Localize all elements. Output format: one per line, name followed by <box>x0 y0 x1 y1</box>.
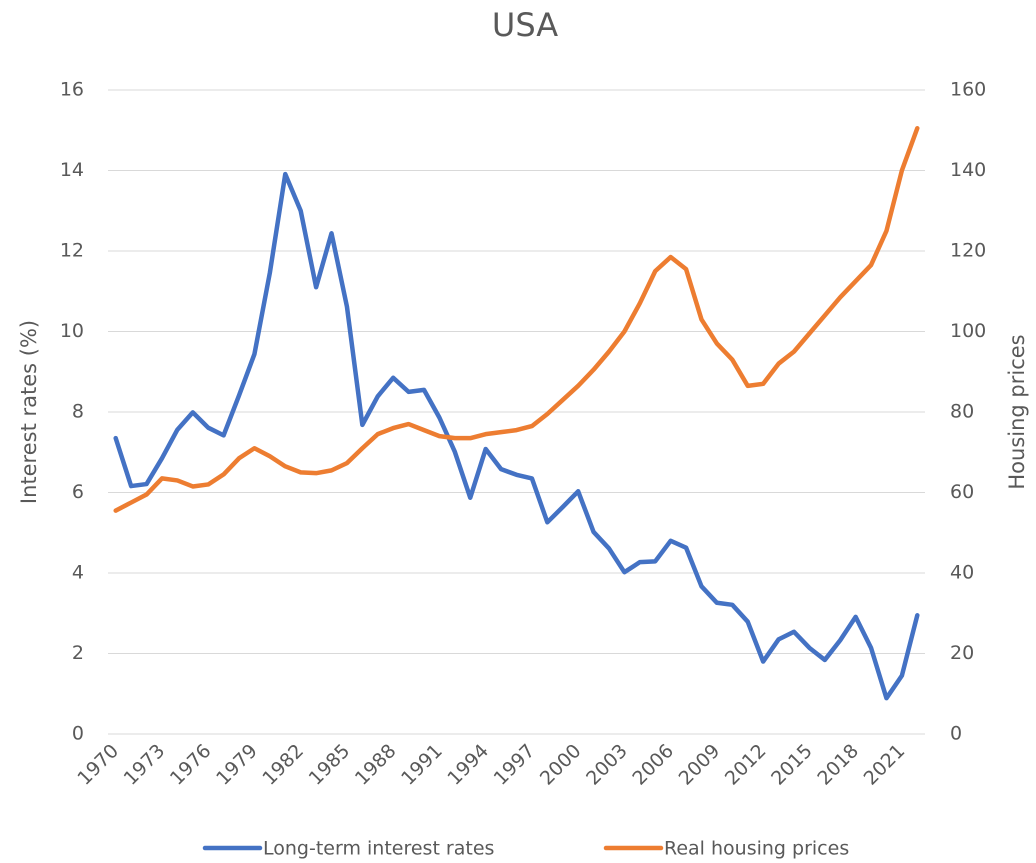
legend-label: Real housing prices <box>664 838 849 860</box>
y2-tick-label: 40 <box>950 562 974 584</box>
y-tick-label: 2 <box>72 642 84 664</box>
x-tick-label: 2012 <box>721 740 771 790</box>
x-tick-label: 1988 <box>351 740 401 790</box>
x-tick-label: 1991 <box>397 740 447 790</box>
legend-label: Long-term interest rates <box>263 838 494 860</box>
x-tick-label: 1982 <box>258 740 308 790</box>
x-tick-label: 1985 <box>305 740 355 790</box>
y2-tick-label: 80 <box>950 401 974 423</box>
x-tick-label: 1973 <box>120 740 170 790</box>
x-tick-label: 1994 <box>443 740 493 790</box>
x-tick-label: 2018 <box>813 740 863 790</box>
x-tick-label: 2003 <box>582 740 632 790</box>
y-tick-label: 16 <box>60 79 84 101</box>
x-tick-label: 2009 <box>675 740 725 790</box>
y2-axis-label: Housing prices <box>1005 334 1029 489</box>
y-tick-label: 10 <box>60 320 84 342</box>
y2-tick-label: 120 <box>950 240 986 262</box>
y2-tick-label: 20 <box>950 642 974 664</box>
y-tick-label: 8 <box>72 401 84 423</box>
y-tick-label: 4 <box>72 562 84 584</box>
x-tick-label: 1970 <box>73 740 123 790</box>
y-tick-label: 12 <box>60 240 84 262</box>
y-tick-label: 14 <box>60 159 84 181</box>
x-tick-label: 1997 <box>490 740 540 790</box>
chart-title: USA <box>492 6 558 44</box>
y2-tick-label: 100 <box>950 320 986 342</box>
x-tick-label: 2015 <box>767 740 817 790</box>
series-line <box>113 171 920 701</box>
x-tick-label: 2021 <box>860 740 910 790</box>
y2-tick-label: 160 <box>950 79 986 101</box>
y2-tick-label: 0 <box>950 723 962 745</box>
y2-tick-label: 60 <box>950 481 974 503</box>
x-tick-label: 1976 <box>166 740 216 790</box>
y-tick-label: 0 <box>72 723 84 745</box>
y-axis-label: Interest rates (%) <box>17 320 41 504</box>
y2-tick-label: 140 <box>950 159 986 181</box>
x-tick-label: 2006 <box>628 740 678 790</box>
series-line <box>113 125 920 513</box>
x-tick-label: 1979 <box>212 740 262 790</box>
y-tick-label: 6 <box>72 481 84 503</box>
x-tick-label: 2000 <box>536 740 586 790</box>
